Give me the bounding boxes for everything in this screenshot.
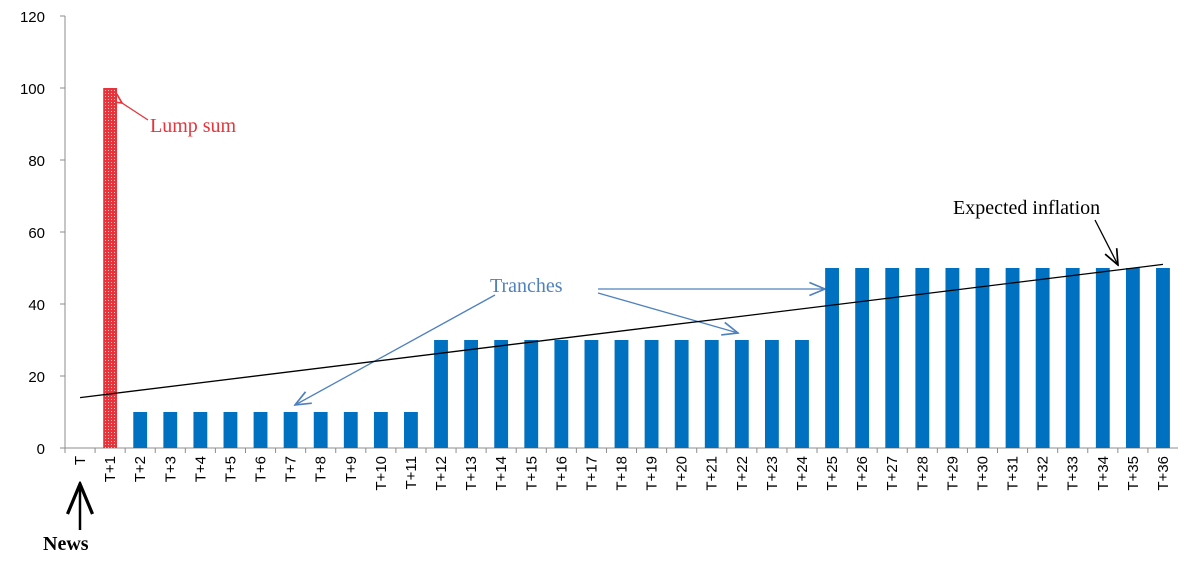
bar bbox=[885, 268, 900, 448]
bar bbox=[1065, 268, 1080, 448]
bar bbox=[915, 268, 930, 448]
bar bbox=[614, 340, 629, 448]
x-tick-label: T+19 bbox=[644, 456, 661, 491]
bar bbox=[524, 340, 539, 448]
bar bbox=[434, 340, 448, 448]
x-tick-label: T+27 bbox=[884, 456, 901, 491]
x-tick-label: T+8 bbox=[313, 456, 330, 482]
annotation: Tranches bbox=[490, 275, 563, 297]
bar bbox=[764, 340, 779, 448]
x-tick-label: T+6 bbox=[253, 456, 270, 482]
x-tick-label: T+11 bbox=[403, 456, 420, 490]
x-tick-label: T+1 bbox=[102, 456, 119, 482]
x-tick-label: T+21 bbox=[704, 456, 721, 491]
y-tick-label: 100 bbox=[20, 81, 45, 98]
x-tick-label: T+2 bbox=[132, 456, 149, 482]
arrow bbox=[1094, 219, 1118, 265]
bar bbox=[584, 340, 599, 448]
x-tick-label: T+36 bbox=[1155, 456, 1172, 491]
trend-line bbox=[79, 263, 1164, 399]
bar bbox=[193, 412, 208, 448]
x-tick-label: T+34 bbox=[1095, 456, 1112, 491]
x-tick-label: T+17 bbox=[583, 456, 600, 491]
bar bbox=[313, 412, 328, 448]
bar bbox=[554, 340, 569, 448]
bar bbox=[223, 412, 238, 448]
x-tick-label: T+24 bbox=[794, 456, 811, 491]
annotation: Lump sum bbox=[150, 115, 237, 137]
x-tick-label: T bbox=[72, 456, 89, 465]
bar bbox=[734, 340, 749, 448]
annotation: News bbox=[43, 533, 89, 555]
bar bbox=[945, 268, 960, 448]
bar bbox=[855, 268, 870, 448]
x-tick-label: T+13 bbox=[463, 456, 480, 491]
arrow bbox=[122, 103, 149, 121]
bar bbox=[283, 412, 298, 448]
bar bbox=[464, 340, 479, 448]
x-tick-label: T+26 bbox=[854, 456, 871, 491]
bar bbox=[373, 412, 388, 448]
bar bbox=[404, 412, 418, 448]
bar bbox=[1005, 268, 1020, 448]
x-tick-label: T+25 bbox=[824, 456, 841, 491]
x-tick-label: T+5 bbox=[222, 456, 239, 482]
annotation: Expected inflation bbox=[953, 197, 1100, 219]
x-tick-label: T+10 bbox=[373, 456, 390, 491]
x-tick-label: T+22 bbox=[734, 456, 751, 491]
x-tick-label: T+16 bbox=[553, 456, 570, 491]
x-tick-label: T+15 bbox=[523, 456, 540, 491]
bar bbox=[133, 412, 148, 448]
bar bbox=[825, 268, 839, 448]
x-tick-label: T+18 bbox=[614, 456, 631, 491]
bar bbox=[704, 340, 719, 448]
y-tick-label: 40 bbox=[28, 297, 45, 314]
bar bbox=[343, 412, 358, 448]
y-tick-label: 60 bbox=[28, 225, 45, 242]
x-tick-label: T+29 bbox=[944, 456, 961, 491]
y-tick-label: 20 bbox=[28, 369, 45, 386]
bar bbox=[1156, 268, 1170, 448]
y-tick-label: 0 bbox=[37, 441, 45, 458]
bar bbox=[1035, 268, 1050, 448]
bar bbox=[644, 340, 659, 448]
x-tick-label: T+9 bbox=[343, 456, 360, 482]
x-tick-label: T+31 bbox=[1005, 456, 1022, 491]
y-tick-label: 120 bbox=[20, 9, 45, 26]
x-tick-label: T+4 bbox=[192, 456, 209, 482]
x-tick-label: T+7 bbox=[283, 456, 300, 482]
x-tick-label: T+14 bbox=[493, 456, 510, 491]
bar bbox=[163, 412, 178, 448]
x-tick-label: T+3 bbox=[162, 456, 179, 482]
bar bbox=[674, 340, 689, 448]
bar bbox=[1095, 268, 1110, 448]
bar bbox=[494, 340, 509, 448]
x-tick-label: T+32 bbox=[1035, 456, 1052, 491]
bar bbox=[795, 340, 809, 448]
y-tick-label: 80 bbox=[28, 153, 45, 170]
bar bbox=[253, 412, 268, 448]
x-tick-label: T+23 bbox=[764, 456, 781, 491]
arrow bbox=[597, 292, 738, 333]
bar bbox=[103, 88, 118, 448]
x-tick-label: T+35 bbox=[1125, 456, 1142, 491]
x-tick-label: T+12 bbox=[433, 456, 450, 491]
bar bbox=[975, 268, 990, 448]
x-tick-label: T+33 bbox=[1065, 456, 1082, 491]
arrow bbox=[295, 294, 496, 405]
x-tick-label: T+28 bbox=[914, 456, 931, 491]
x-tick-label: T+20 bbox=[674, 456, 691, 491]
bar bbox=[1125, 268, 1140, 448]
x-tick-label: T+30 bbox=[974, 456, 991, 491]
